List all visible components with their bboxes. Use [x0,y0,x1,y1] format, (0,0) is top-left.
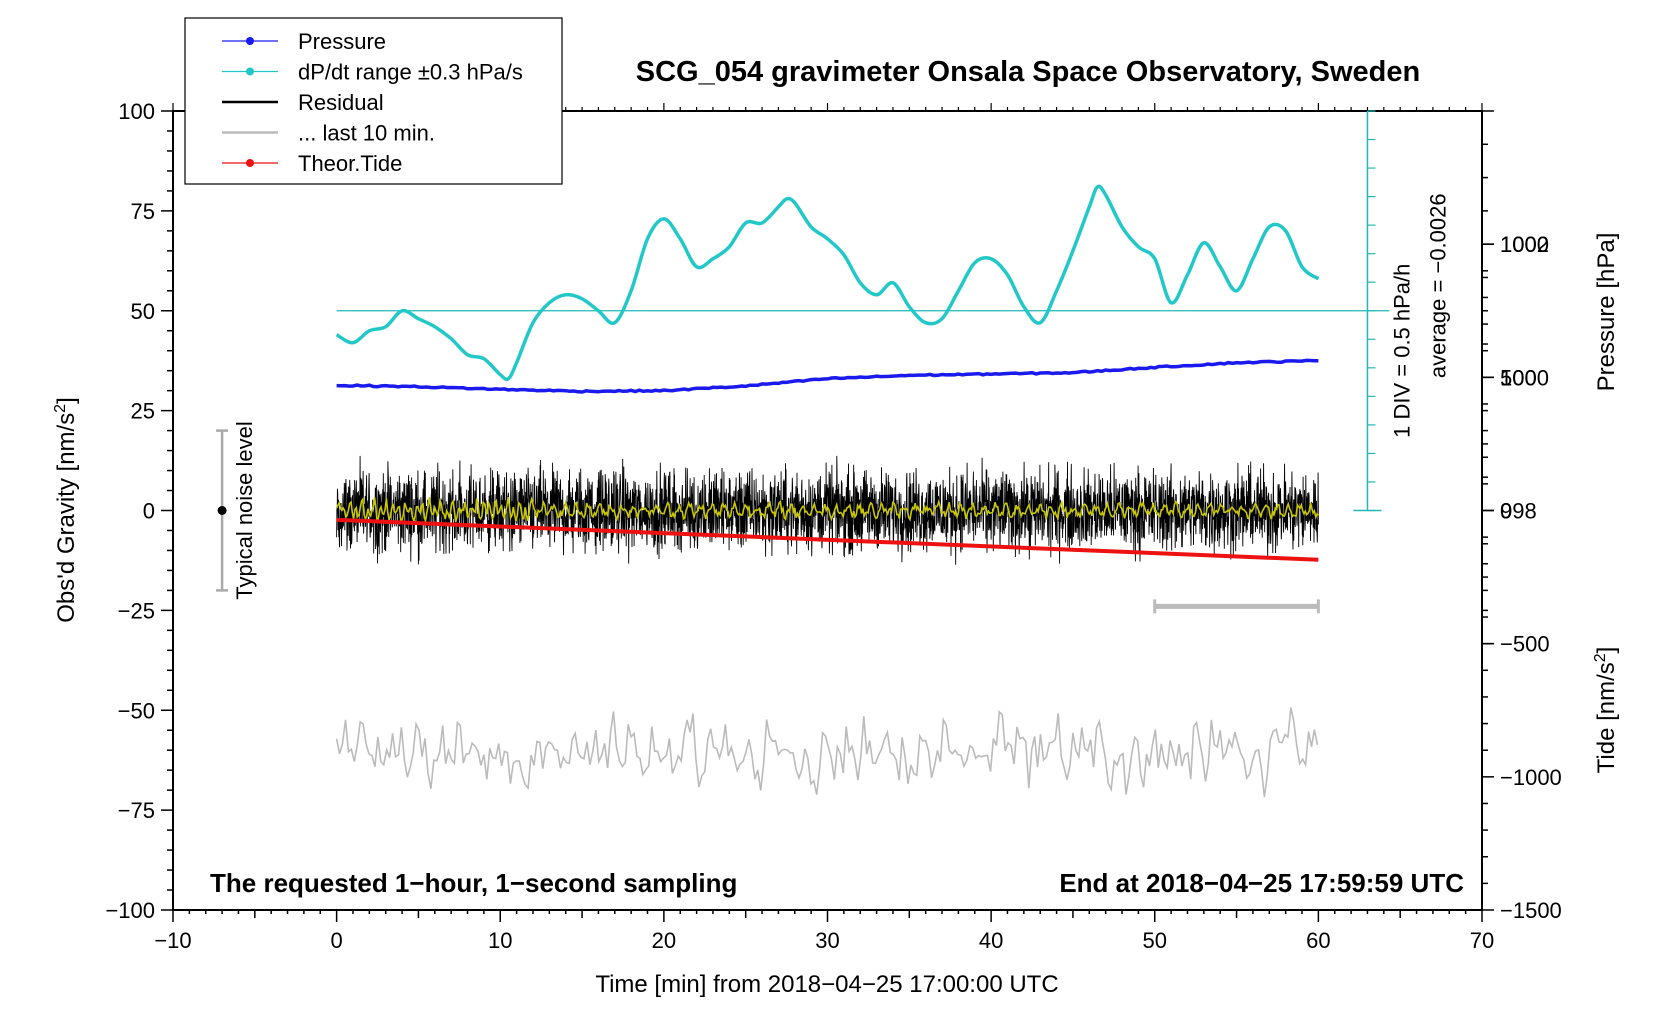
noise-level-indicator: Typical noise level [216,421,257,600]
series-last-10-min [335,707,1319,798]
legend-marker [246,159,254,167]
axes-group: −10 0 10 20 30 40 50 60 701007550250−25−50−75−10… [105,99,1561,953]
series-theor-tide [336,517,1319,562]
legend-marker [246,67,254,76]
tide-tick-label: 1000 [1500,232,1549,257]
tide-tick-label: 0 [1500,499,1512,524]
y-tick-label: 100 [118,99,155,124]
noise-level-label: Typical noise level [232,421,257,600]
y-axis-label-left-sup: 2 [52,404,69,413]
noise-bar-dot [217,506,227,515]
rate-average-label: average = −0.0026 [1425,193,1450,378]
y-axis-label-tide-tail: ] [1593,647,1620,654]
tide-tick-label: 500 [1500,365,1537,390]
y-tick-label: 50 [131,299,155,324]
legend: Pressure dP/dt range ±0.3 hPa/s Residual..… [184,17,563,185]
footer-right-note: End at 2018−04−25 17:59:59 UTC [1059,868,1464,898]
series-residual-smoothed [335,496,1320,524]
x-tick-label: 0 [331,928,343,953]
y-tick-label: −50 [118,698,155,723]
pressure-tick-label: 998 [1500,499,1537,524]
legend-label: ... last 10 min. [298,121,435,146]
ten-minute-bar [1153,599,1320,614]
legend-label: dP/dt range ±0.3 hPa/s [298,60,523,85]
y-axis-label-left-tail: ] [53,397,80,404]
legend-label: Pressure [298,29,386,54]
rate-scale: 1 DIV = 0.5 hPa/h average = −0.0026 [1353,110,1450,512]
pressure-tick-label: 1000 [1500,365,1549,390]
legend-marker [246,37,254,45]
x-axis-label: Time [min] from 2018−04−25 17:00:00 UTC [595,971,1058,998]
y-axis-label-pressure: Pressure [hPa] [1593,233,1620,392]
y-axis-label-tide-main: Tide [nm/s [1593,662,1620,773]
x-tick-label: 70 [1470,928,1494,953]
pressure-tick-label: 1002 [1500,232,1549,257]
tide-tick-label: −1500 [1500,898,1562,923]
y-axis-label-tide: Tide [nm/s2] [1592,647,1620,774]
chart-title: SCG_054 gravimeter Onsala Space Observat… [636,56,1420,88]
x-tick-label: 40 [979,928,1003,953]
x-tick-label: 10 [488,928,512,953]
y-axis-label-tide-sup: 2 [1592,653,1609,662]
rate-scale-label: 1 DIV = 0.5 hPa/h [1389,264,1414,438]
y-tick-label: −75 [118,798,155,823]
x-tick-label: −10 [154,928,191,953]
legend-label: Residual [298,90,384,115]
x-tick-label: 20 [652,928,676,953]
series-dpdt [335,184,1320,382]
x-tick-label: 50 [1143,928,1167,953]
y-axis-label-left-main: Obs'd Gravity [nm/s [53,413,80,623]
x-tick-label: 60 [1306,928,1330,953]
legend-label: Theor.Tide [298,151,402,176]
y-tick-label: −100 [105,898,155,923]
footer-left-note: The requested 1−hour, 1−second sampling [210,868,737,898]
x-tick-label: 30 [815,928,839,953]
y-tick-label: 25 [131,399,155,424]
y-axis-label-left: Obs'd Gravity [nm/s2] [52,397,80,623]
y-tick-label: 0 [143,499,155,524]
tide-tick-label: −500 [1500,632,1550,657]
legend-box [184,17,563,185]
tide-tick-label: −1000 [1500,765,1562,790]
y-tick-label: 75 [131,199,155,224]
y-tick-label: −25 [118,598,155,623]
series-pressure [336,358,1319,394]
series-group [335,184,1390,798]
